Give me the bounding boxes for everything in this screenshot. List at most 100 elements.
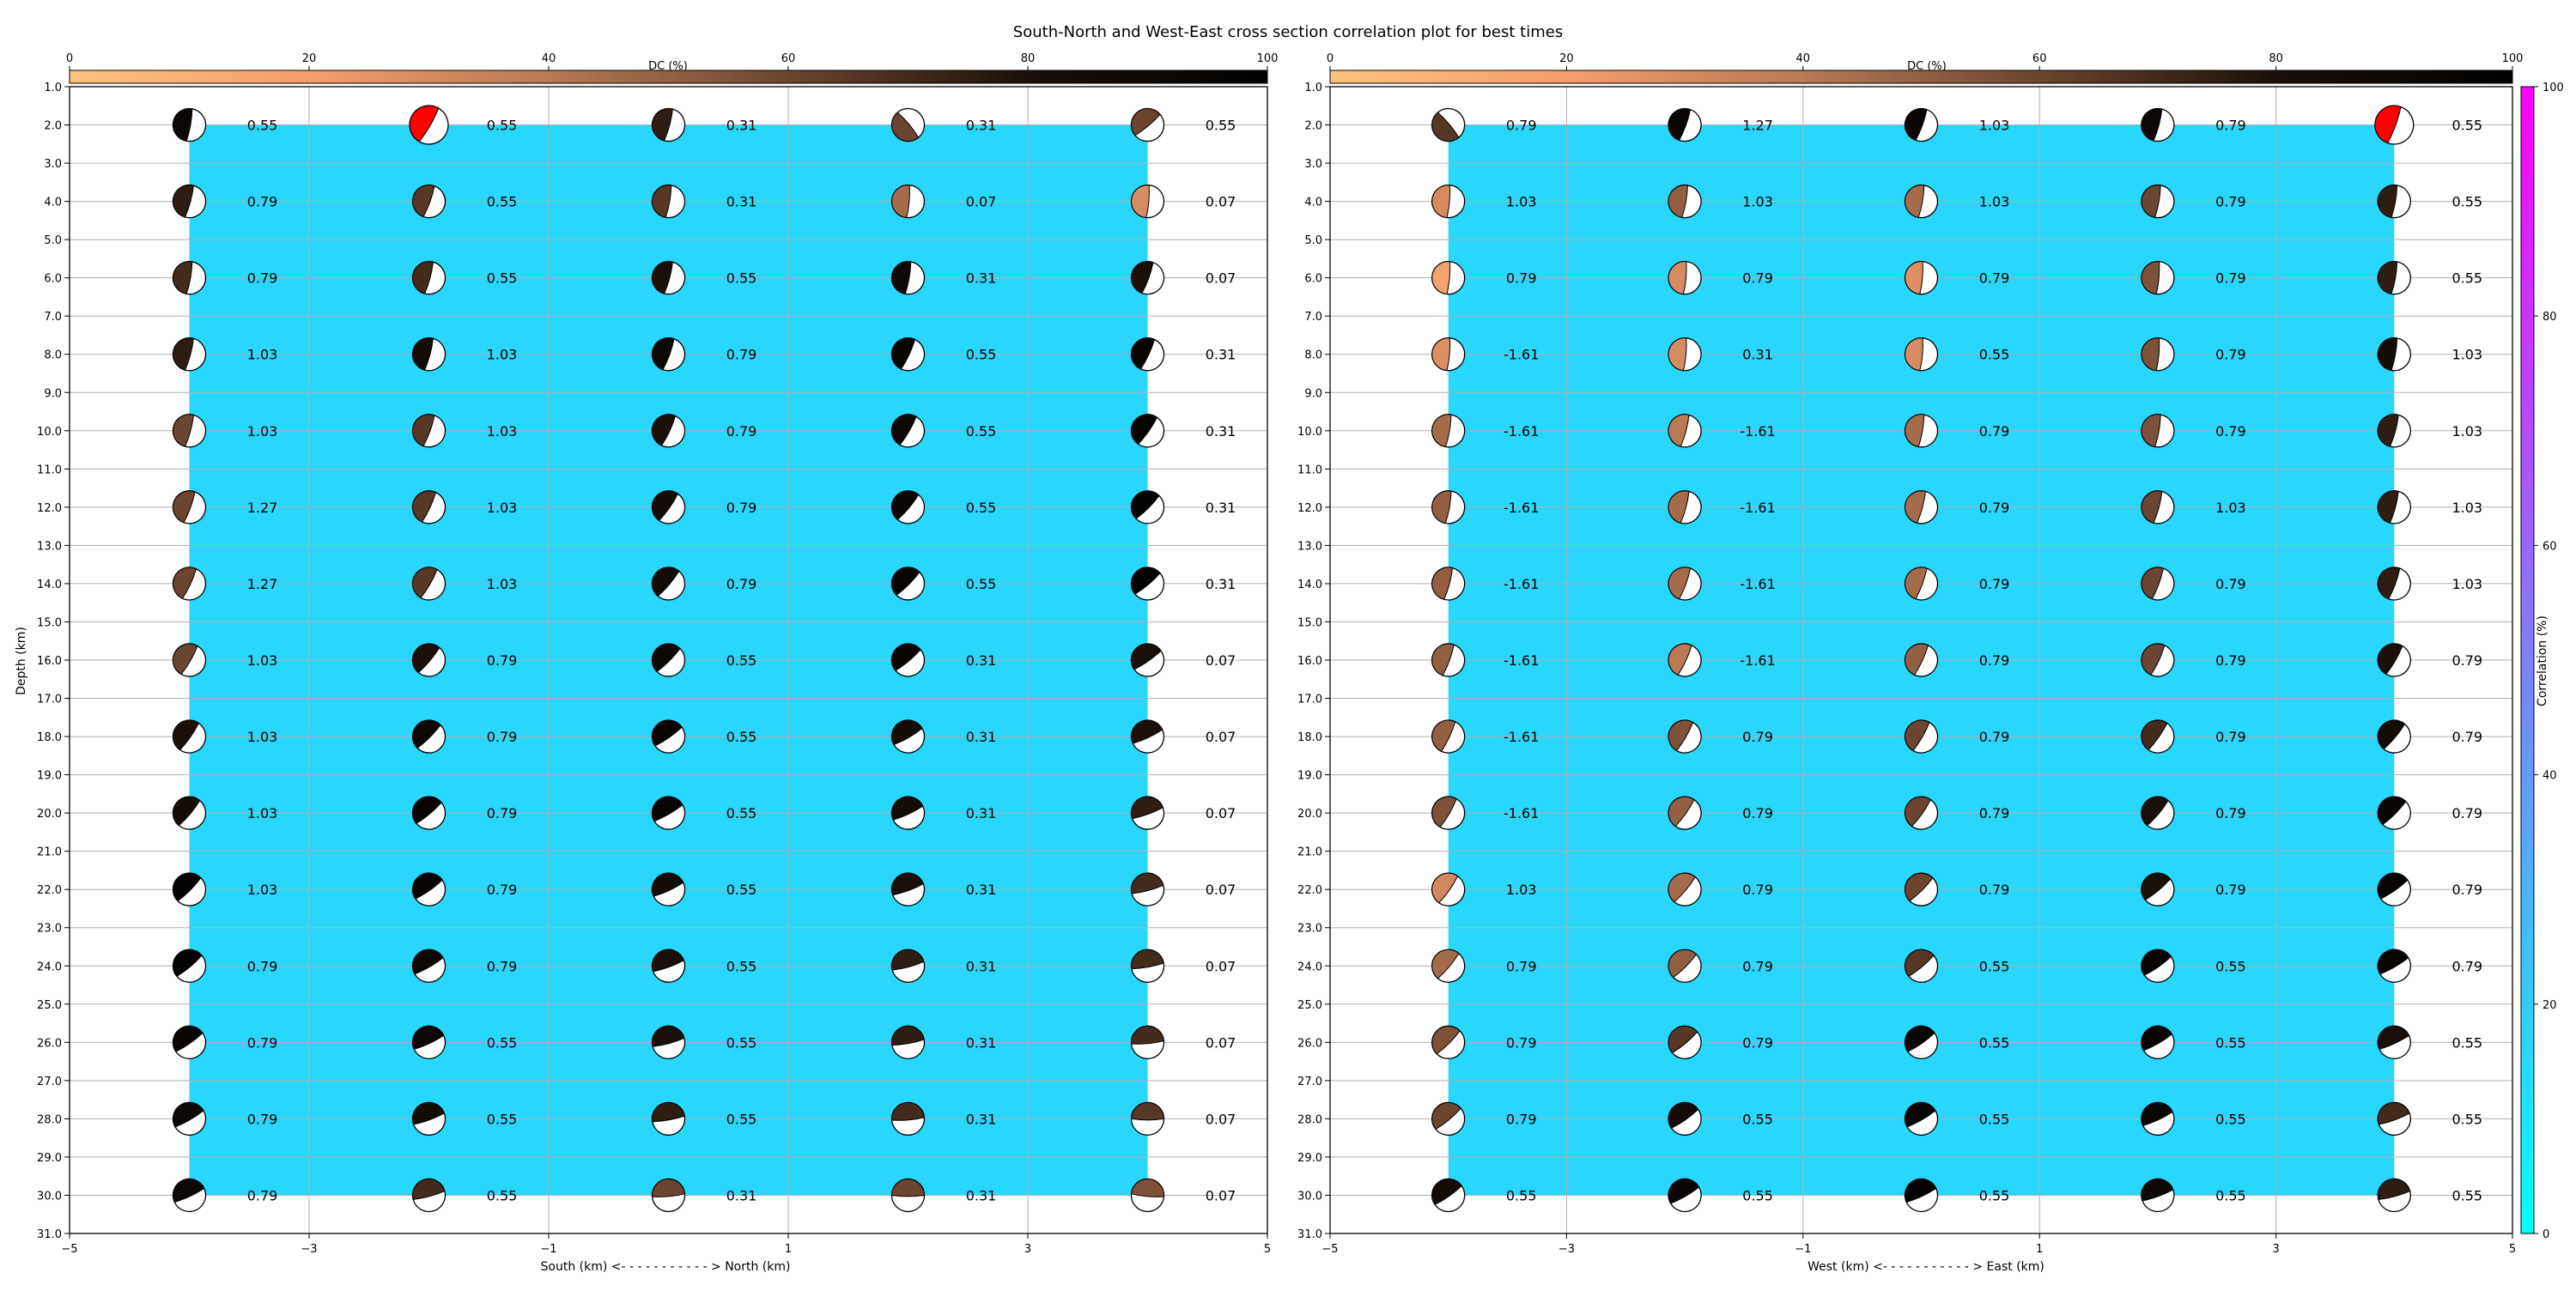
x-tick-label-0-5: 5 <box>1264 1243 1271 1256</box>
value-label-0-14-3: 0.31 <box>966 1187 997 1203</box>
beachball-quadrant-0-1-0 <box>173 185 194 218</box>
beachball-quadrant-0-0-1 <box>409 105 440 142</box>
value-label-1-10-2: 0.79 <box>1979 882 2010 898</box>
value-label-0-3-2: 0.79 <box>726 347 757 363</box>
value-label-1-5-0: -1.61 <box>1504 500 1539 516</box>
y-tick-label-0-14: 15.0 <box>37 616 62 629</box>
beachball-quadrant-0-10-1 <box>412 872 443 900</box>
y-tick-label-0-5: 6.0 <box>44 273 62 286</box>
beachball-0-10-3 <box>890 872 926 906</box>
beachball-1-14-0 <box>1431 1178 1466 1213</box>
beachball-quadrant-1-5-4 <box>2377 490 2399 524</box>
beachball-quadrant-1-1-4 <box>2377 185 2398 218</box>
value-label-0-7-2: 0.55 <box>726 652 757 669</box>
beachball-0-7-0 <box>172 643 207 677</box>
beachball-0-10-0 <box>172 872 207 906</box>
value-label-1-13-4: 0.55 <box>2451 1111 2482 1127</box>
beachball-1-10-4 <box>2377 872 2411 906</box>
beachball-quadrant-1-6-4 <box>2377 567 2401 600</box>
beachball-1-12-3 <box>2141 1025 2175 1059</box>
beachball-0-1-1 <box>411 184 447 219</box>
y-tick-label-0-25: 26.0 <box>37 1037 62 1050</box>
beachball-1-5-3 <box>2141 490 2175 524</box>
y-tick-label-1-26: 27.0 <box>1297 1076 1322 1088</box>
beachball-quadrant-1-0-4 <box>2374 105 2402 144</box>
beachball-quadrant-1-2-3 <box>2141 261 2160 295</box>
beachball-quadrant-0-3-0 <box>173 337 194 371</box>
value-label-1-4-4: 1.03 <box>2451 423 2482 439</box>
value-label-1-10-4: 0.79 <box>2451 882 2482 898</box>
value-label-0-0-0: 0.55 <box>247 118 278 134</box>
value-label-1-2-1: 0.79 <box>1742 270 1773 287</box>
value-label-0-0-4: 0.55 <box>1206 118 1236 134</box>
beachball-quadrant-0-14-4 <box>1131 1178 1164 1197</box>
value-label-1-8-4: 0.79 <box>2451 729 2482 745</box>
value-label-0-4-4: 0.31 <box>1206 423 1236 439</box>
beachball-quadrant-0-14-3 <box>890 1179 926 1197</box>
beachball-0-5-4 <box>1130 490 1165 524</box>
value-label-0-0-3: 0.31 <box>966 118 997 134</box>
value-label-0-10-1: 0.79 <box>487 882 518 898</box>
beachball-quadrant-0-1-3 <box>891 185 910 219</box>
beachball-quadrant-1-8-2 <box>1905 719 1930 752</box>
beachball-0-4-1 <box>411 414 447 448</box>
beachball-quadrant-0-5-1 <box>412 490 437 523</box>
beachball-quadrant-1-12-2 <box>1905 1025 1935 1052</box>
beachball-quadrant-1-11-1 <box>1668 949 1698 979</box>
value-label-1-3-3: 0.79 <box>2215 347 2246 363</box>
beachball-quadrant-0-3-1 <box>412 337 434 371</box>
panel-west-east: West (km) <- - - - - - - - - - - > East … <box>1297 82 2516 1274</box>
beachball-quadrant-1-9-4 <box>2377 796 2407 826</box>
beachball-1-7-1 <box>1668 643 1702 677</box>
value-label-0-11-0: 0.79 <box>247 958 278 974</box>
beachball-quadrant-1-13-0 <box>1431 1101 1461 1130</box>
value-label-1-9-1: 0.79 <box>1742 805 1773 821</box>
beachball-0-11-2 <box>651 949 686 983</box>
beachball-quadrant-0-11-0 <box>173 949 203 978</box>
beachball-quadrant-0-1-2 <box>652 185 672 218</box>
value-label-0-1-4: 0.07 <box>1206 194 1236 210</box>
beachball-quadrant-1-7-1 <box>1668 643 1692 676</box>
beachball-quadrant-1-1-3 <box>2141 185 2161 218</box>
beachball-0-8-3 <box>890 719 926 754</box>
beachball-quadrant-1-5-0 <box>1431 490 1452 524</box>
beachball-quadrant-0-9-1 <box>412 796 442 824</box>
beachball-1-0-0 <box>1431 107 1466 142</box>
beachball-0-14-0 <box>172 1178 207 1213</box>
beachball-1-4-0 <box>1431 414 1466 448</box>
dc-colorbar-tick-label-right-0: 0 <box>1327 52 1334 65</box>
value-label-1-7-4: 0.79 <box>2451 652 2482 669</box>
beachball-1-7-0 <box>1431 643 1466 677</box>
correlation-colorbar-tick-label-5: 100 <box>2543 82 2564 94</box>
beachball-quadrant-1-3-0 <box>1431 337 1451 372</box>
value-label-0-10-4: 0.07 <box>1206 882 1236 898</box>
beachball-1-2-1 <box>1668 261 1702 295</box>
beachball-quadrant-0-2-2 <box>652 261 673 294</box>
x-axis-label-south-north: South (km) <- - - - - - - - - - - > Nort… <box>541 1260 791 1274</box>
beachball-0-8-1 <box>411 719 447 754</box>
y-tick-label-1-10: 11.0 <box>1297 464 1322 476</box>
beachball-0-13-1 <box>411 1101 447 1136</box>
value-label-1-9-4: 0.79 <box>2451 805 2482 821</box>
beachball-quadrant-1-5-3 <box>2141 490 2163 524</box>
value-label-1-0-2: 1.03 <box>1979 118 2010 134</box>
beachball-quadrant-1-1-2 <box>1905 185 1925 218</box>
value-label-1-9-3: 0.79 <box>2215 805 2246 821</box>
value-label-1-10-3: 0.79 <box>2215 882 2246 898</box>
beachball-0-5-1 <box>411 490 447 524</box>
value-label-0-14-0: 0.79 <box>247 1187 278 1203</box>
dc-colorbar-tick-label-right-2: 40 <box>1796 52 1811 65</box>
value-label-0-4-2: 0.79 <box>726 423 757 439</box>
beachball-0-9-3 <box>890 796 926 830</box>
beachball-quadrant-1-2-2 <box>1905 261 1923 295</box>
x-axis-label-west-east: West (km) <- - - - - - - - - - - > East … <box>1807 1260 2044 1274</box>
value-label-1-5-3: 1.03 <box>2215 500 2246 516</box>
value-label-0-12-1: 0.55 <box>487 1034 518 1051</box>
dc-colorbar-left: DC (%) 0 20 40 60 80 100 <box>66 52 1278 84</box>
value-label-0-11-3: 0.31 <box>966 958 997 974</box>
correlation-colorbar-tick-label-4: 80 <box>2543 311 2557 324</box>
beachball-0-11-3 <box>890 949 926 983</box>
beachball-quadrant-1-3-3 <box>2141 337 2160 372</box>
beachball-0-12-2 <box>651 1025 686 1059</box>
value-label-1-8-2: 0.79 <box>1979 729 2010 745</box>
